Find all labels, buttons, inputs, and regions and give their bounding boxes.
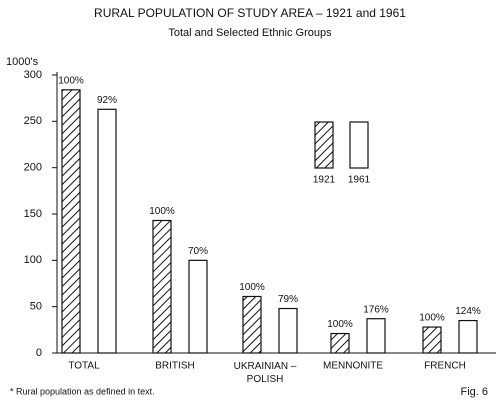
bar-annotation: 79% xyxy=(278,294,298,305)
bar xyxy=(242,295,262,354)
footnote: * Rural population as defined in text. xyxy=(10,386,155,396)
x-tick-label: UKRAINIAN – POLISH xyxy=(234,361,297,385)
legend-swatch xyxy=(314,121,334,169)
bar xyxy=(97,108,117,354)
y-tick-label: 150 xyxy=(24,208,42,220)
y-axis-label: 1000's xyxy=(6,56,39,68)
bar xyxy=(152,219,172,354)
bar xyxy=(188,259,208,354)
y-tick-label: 250 xyxy=(24,115,42,127)
legend-label: 1961 xyxy=(348,175,371,186)
bar-annotation: 124% xyxy=(455,306,481,317)
bar-annotation: 70% xyxy=(188,246,208,257)
bar-annotation: 100% xyxy=(419,313,445,324)
legend-label: 1921 xyxy=(313,175,336,186)
bar xyxy=(278,307,298,354)
bar xyxy=(422,326,442,354)
bar-annotation: 100% xyxy=(239,282,265,293)
chart-subtitle: Total and Selected Ethnic Groups xyxy=(168,27,332,39)
bar xyxy=(366,318,386,354)
y-tick-label: 0 xyxy=(36,347,42,359)
x-tick-label: MENNONITE xyxy=(323,361,383,372)
bar xyxy=(330,332,350,354)
figure-label: Fig. 6 xyxy=(460,386,488,398)
x-tick-label: TOTAL xyxy=(68,361,100,372)
y-tick-label: 50 xyxy=(30,301,42,313)
bar-annotation: 100% xyxy=(149,206,175,217)
x-tick-label: BRITISH xyxy=(155,361,194,372)
y-tick-label: 300 xyxy=(24,69,42,81)
bar-annotation: 176% xyxy=(363,304,389,315)
bar-annotation: 100% xyxy=(327,319,353,330)
bar-annotation: 92% xyxy=(97,95,117,106)
y-tick-label: 100 xyxy=(24,254,42,266)
legend-swatch xyxy=(349,121,369,169)
chart-title: RURAL POPULATION OF STUDY AREA – 1921 an… xyxy=(94,6,406,20)
bar xyxy=(458,319,478,354)
y-tick-label: 200 xyxy=(24,162,42,174)
bar-annotation: 100% xyxy=(58,75,84,86)
bar xyxy=(61,89,81,354)
x-tick-label: FRENCH xyxy=(424,361,466,372)
